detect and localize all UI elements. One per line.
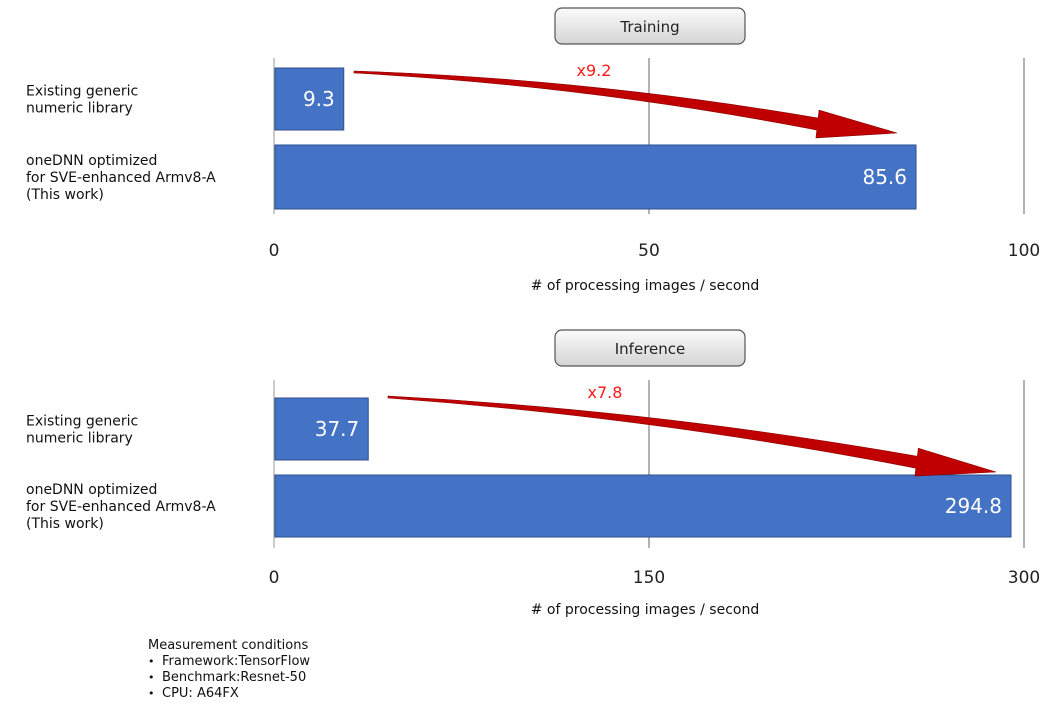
chart-title: Inference — [615, 340, 686, 358]
chart-title-box — [554, 329, 746, 367]
category-label: Existing generic numeric library — [26, 414, 138, 447]
measurement-conditions: Measurement conditions Framework:TensorF… — [148, 638, 310, 702]
x-tick-label: 50 — [638, 241, 660, 261]
x-axis-title: # of processing images / second — [531, 278, 759, 294]
bar — [274, 67, 345, 131]
chart-panel-1: Inference 0 150 300 37.7 Existing generic nume… — [26, 329, 1040, 618]
x-tick-label: 100 — [1008, 241, 1040, 261]
data-label: 37.7 — [315, 417, 360, 441]
data-label: 294.8 — [945, 494, 1002, 518]
condition-item: CPU: A64FX — [148, 686, 310, 702]
condition-item: Framework:TensorFlow — [148, 654, 310, 670]
chart-title-box — [554, 7, 746, 45]
condition-item: Benchmark:Resnet-50 — [148, 670, 310, 686]
data-label: 9.3 — [303, 87, 335, 111]
category-label: oneDNN optimized for SVE-enhanced Armv8-A… — [26, 153, 216, 203]
x-tick-label: 300 — [1008, 568, 1040, 588]
bar — [274, 474, 1012, 538]
bar — [274, 144, 917, 210]
bar — [274, 397, 369, 461]
speedup-arrow — [353, 70, 898, 139]
x-axis-title: # of processing images / second — [531, 602, 759, 618]
chart-title: Training — [619, 18, 679, 36]
chart-panel-0: Training 0 50 100 9.3 Existing generic numeric… — [26, 7, 1040, 294]
data-label: 85.6 — [862, 165, 907, 189]
category-label: oneDNN optimized for SVE-enhanced Armv8-A… — [26, 482, 216, 532]
x-tick-label: 0 — [269, 568, 280, 588]
benchmark-charts: Training 0 50 100 9.3 Existing generic numeric… — [26, 7, 1040, 618]
conditions-list: Framework:TensorFlow Benchmark:Resnet-50… — [148, 654, 310, 702]
x-tick-label: 150 — [633, 568, 665, 588]
x-tick-label: 0 — [269, 241, 280, 261]
speedup-annotation: x7.8 — [588, 383, 623, 402]
speedup-annotation: x9.2 — [577, 61, 612, 80]
conditions-heading: Measurement conditions — [148, 638, 309, 653]
category-label: Existing generic numeric library — [26, 84, 138, 117]
speedup-arrow — [387, 395, 997, 477]
